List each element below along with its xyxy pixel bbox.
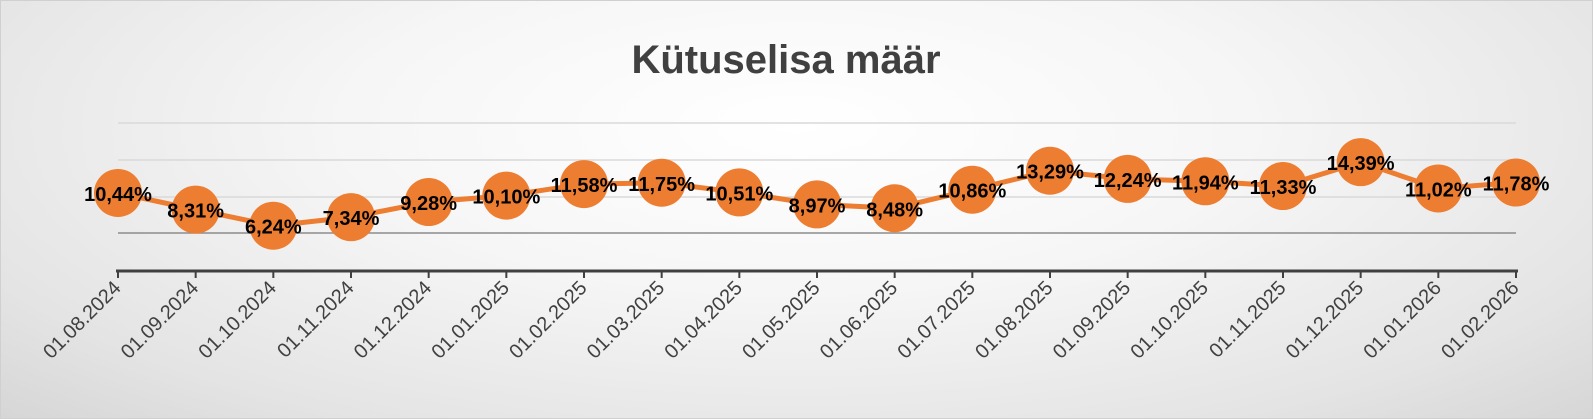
data-label: 11,02% (1405, 179, 1472, 201)
x-tick-label: 01.02.2026 (1437, 277, 1523, 363)
data-point (1492, 158, 1540, 207)
data-point (1336, 138, 1385, 187)
chart-title: Kütuselisa määr (631, 38, 940, 82)
data-label: 8,97% (789, 195, 846, 217)
x-tick-label: 01.07.2025 (894, 277, 980, 363)
data-point (1259, 162, 1307, 211)
x-tick-label: 01.02.2025 (505, 277, 591, 363)
x-tick-label: 01.01.2025 (428, 277, 514, 363)
data-label: 6,24% (245, 217, 302, 239)
data-label: 8,31% (167, 201, 224, 223)
x-tick-label: 01.11.2025 (1205, 277, 1290, 362)
data-label: 10,51% (705, 183, 773, 205)
data-point (1026, 146, 1074, 195)
data-label: 7,34% (323, 208, 380, 230)
x-tick-label: 01.10.2024 (195, 277, 281, 363)
x-axis (116, 269, 1518, 278)
data-point (327, 193, 375, 242)
data-label: 10,44% (84, 184, 152, 206)
data-label: 8,48% (866, 199, 923, 221)
data-label: 11,94% (1172, 172, 1239, 194)
x-tick-label: 01.06.2025 (816, 277, 902, 363)
x-tick-label: 01.10.2025 (1127, 277, 1213, 363)
data-point (637, 158, 686, 207)
data-point (482, 171, 531, 220)
data-label: 11,33% (1250, 177, 1317, 199)
data-point (560, 160, 608, 209)
data-point (715, 168, 764, 217)
data-markers (94, 138, 1540, 250)
data-point (94, 168, 142, 217)
data-label: 10,86% (938, 181, 1006, 203)
x-tick-label: 01.05.2025 (738, 277, 824, 363)
data-label: 11,78% (1483, 174, 1550, 196)
x-tick-label: 01.12.2025 (1282, 277, 1368, 363)
x-tick-label: 01.08.2024 (39, 277, 125, 363)
x-tick-label: 01.09.2024 (117, 277, 203, 363)
x-tick-label: 01.03.2025 (583, 277, 669, 363)
data-point (249, 201, 298, 250)
data-label: 11,75% (628, 174, 695, 196)
data-label: 11,58% (551, 175, 618, 197)
data-point (404, 178, 453, 227)
x-tick-label: 01.01.2026 (1360, 277, 1446, 363)
x-tick-labels: 01.08.202401.09.202401.10.202401.11.2024… (39, 277, 1523, 363)
x-tick-label: 01.09.2025 (1049, 277, 1135, 363)
data-point (793, 180, 841, 229)
data-labels: 10,44% 8,31% 6,24% 7,34% 9,28% 10,10% 11,58% 11… (84, 153, 1550, 239)
x-tick-label: 01.11.2024 (273, 277, 358, 362)
data-point (1103, 154, 1152, 203)
data-point (171, 185, 220, 234)
data-label: 13,29% (1016, 162, 1084, 184)
data-point (870, 184, 919, 233)
x-tick-label: 01.12.2024 (350, 277, 436, 363)
data-label: 9,28% (400, 193, 457, 215)
data-point (1414, 164, 1463, 213)
data-label: 10,10% (472, 187, 540, 209)
x-tick-label: 01.08.2025 (971, 277, 1057, 363)
data-point (948, 165, 997, 214)
data-label: 14,39% (1327, 153, 1395, 175)
data-label: 12,24% (1094, 170, 1162, 192)
data-point (1181, 157, 1230, 206)
x-tick-label: 01.04.2025 (661, 277, 747, 363)
